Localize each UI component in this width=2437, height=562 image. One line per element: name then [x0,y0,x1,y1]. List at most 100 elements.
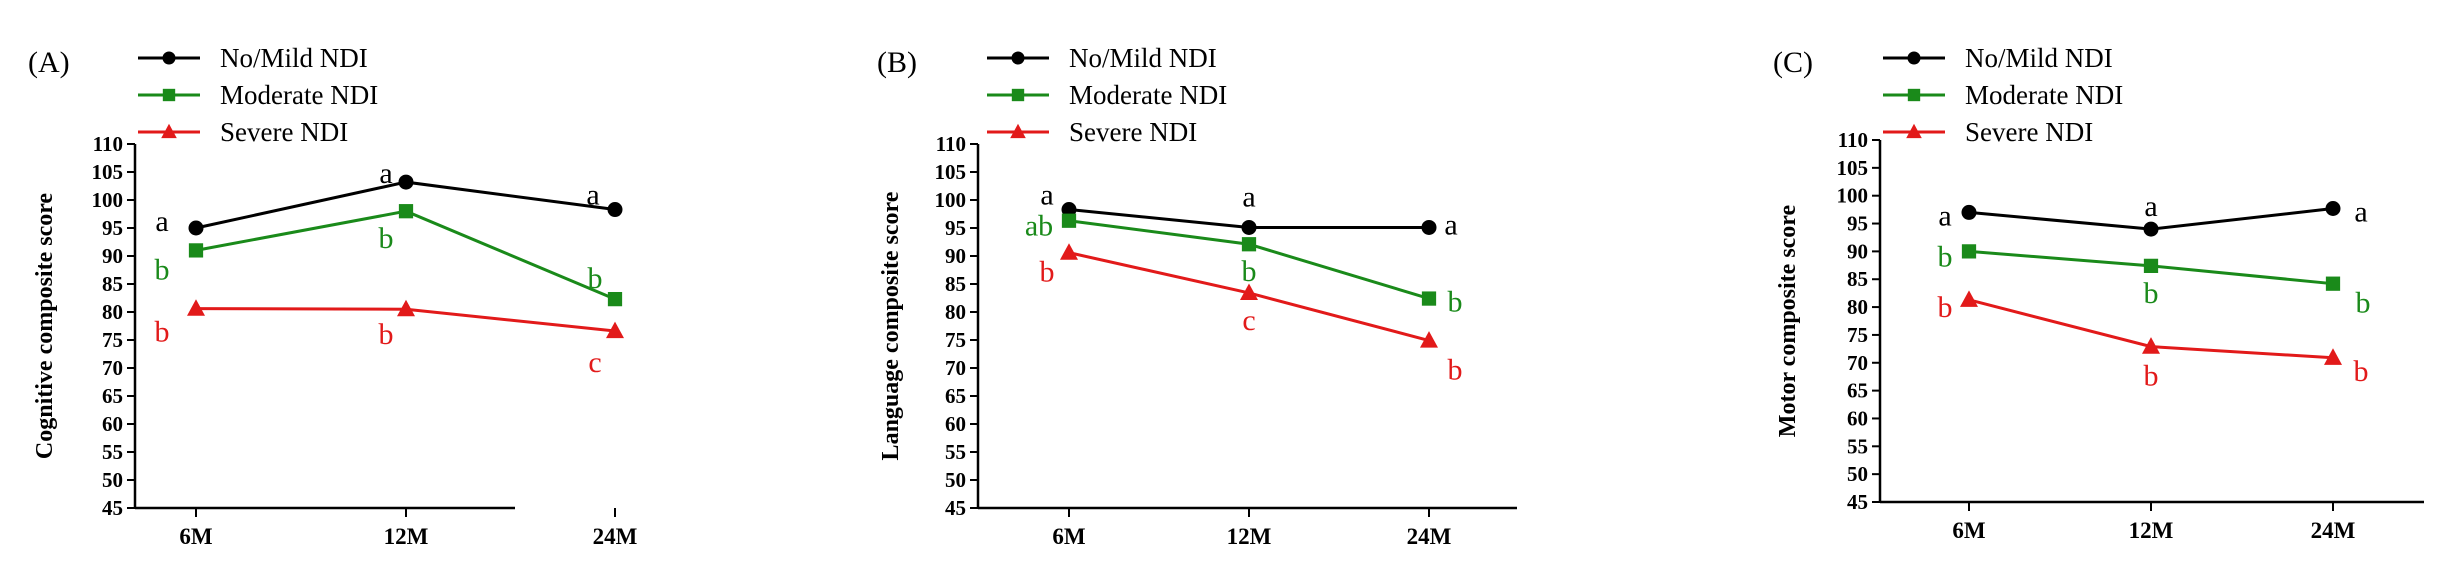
data-point [188,243,204,258]
data-point [1241,237,1257,252]
significance-label: c [1242,304,1255,337]
legend-marker [1011,88,1025,102]
y-tick-label: 70 [102,356,123,380]
y-tick-label: 60 [945,412,966,436]
data-point [1961,244,1977,259]
significance-label: b [588,262,603,295]
legend-label: Moderate NDI [1069,80,1227,110]
data-point [1061,202,1077,218]
y-tick-label: 50 [1847,462,1868,486]
y-tick-label: 70 [1847,351,1868,375]
y-tick-label: 45 [102,496,123,520]
x-tick-label: 6M [1952,518,1986,543]
significance-label: b [2354,355,2369,388]
data-point [1060,243,1078,260]
y-tick-label: 110 [1838,128,1868,152]
y-tick-label: 75 [1847,323,1868,347]
data-point [188,220,204,236]
data-point [607,202,623,218]
data-point [1420,331,1438,348]
x-tick-label: 6M [1052,524,1086,549]
legend-marker [162,51,176,65]
data-point [2142,337,2160,354]
y-tick-label: 110 [936,132,966,156]
significance-label: b [379,222,394,255]
y-tick-label: 90 [945,244,966,268]
legend-marker [1906,123,1922,139]
chart-panel-a: (A) No/Mild NDI Moderate NDI Severe NDI 45 50… [28,43,638,549]
data-point [607,291,623,307]
data-point [397,299,415,317]
data-point [1421,291,1437,306]
y-axis-label: Motor composite score [1775,204,1801,437]
y-tick-label: 70 [945,356,966,380]
y-tick-label: 75 [102,328,123,352]
significance-label: a [1938,199,1951,232]
significance-label: b [1938,240,1953,273]
data-point [1061,213,1077,228]
y-tick-label: 95 [102,216,123,240]
significance-label: a [586,179,599,212]
y-tick-label: 105 [935,160,967,184]
legend-marker [1011,51,1025,65]
legend-label: Moderate NDI [1965,80,2123,110]
data-point [2324,348,2342,365]
y-tick-label: 90 [102,244,123,268]
data-point [1240,283,1258,301]
data-point [2325,201,2341,217]
x-tick-label: 24M [1407,524,1452,549]
legend-marker [162,88,176,102]
y-axis-label: Language composite score [878,191,904,460]
y-tick-label: 55 [1847,434,1868,458]
significance-label: b [1448,286,1463,319]
legend-label: Severe NDI [1069,117,1197,147]
y-tick-label: 55 [102,440,123,464]
data-point [2143,258,2159,273]
y-tick-label: 75 [945,328,966,352]
y-tick-label: 85 [1847,267,1868,291]
y-axis-label: Cognitive composite score [32,193,58,460]
y-tick-label: 60 [102,412,123,436]
y-tick-label: 95 [945,216,966,240]
y-tick-label: 80 [102,300,123,324]
y-tick-label: 45 [1847,490,1868,514]
significance-label: b [1040,256,1055,289]
legend-label: Moderate NDI [220,80,378,110]
y-tick-label: 50 [102,468,123,492]
significance-label: b [155,253,170,286]
significance-label: ab [1025,210,1053,243]
data-point [1960,290,1978,307]
legend-marker [1907,88,1921,102]
legend-marker [1010,123,1026,139]
significance-label: b [1242,255,1257,288]
data-point [2325,276,2341,291]
x-tick-label: 12M [384,524,429,549]
y-tick-label: 105 [1837,156,1869,180]
y-tick-label: 65 [1847,379,1868,403]
data-point [398,174,414,190]
y-tick-label: 100 [1837,184,1869,208]
significance-label: a [2144,190,2157,223]
data-point [1961,204,1977,220]
x-tick-label: 24M [2311,518,2356,543]
panel-label: (B) [877,46,917,79]
y-tick-label: 95 [1847,212,1868,236]
y-tick-label: 85 [102,272,123,296]
x-tick-label: 24M [593,524,638,549]
series-line [195,209,616,301]
significance-label: a [1444,208,1457,241]
chart-panel-b: (B) No/Mild NDI Moderate NDI Severe NDI 45 50… [877,43,1517,549]
data-point [2143,221,2159,237]
significance-label: b [2144,277,2159,310]
significance-label: a [379,157,392,190]
x-tick-label: 12M [2129,518,2174,543]
significance-label: c [588,346,601,379]
significance-label: a [1040,179,1053,212]
y-tick-label: 55 [945,440,966,464]
legend-label: No/Mild NDI [220,43,368,73]
data-point [1421,219,1437,235]
chart-panel-c: (C) No/Mild NDI Moderate NDI Severe NDI 45 50… [1773,43,2424,543]
data-point [187,299,205,316]
significance-label: b [379,318,394,351]
